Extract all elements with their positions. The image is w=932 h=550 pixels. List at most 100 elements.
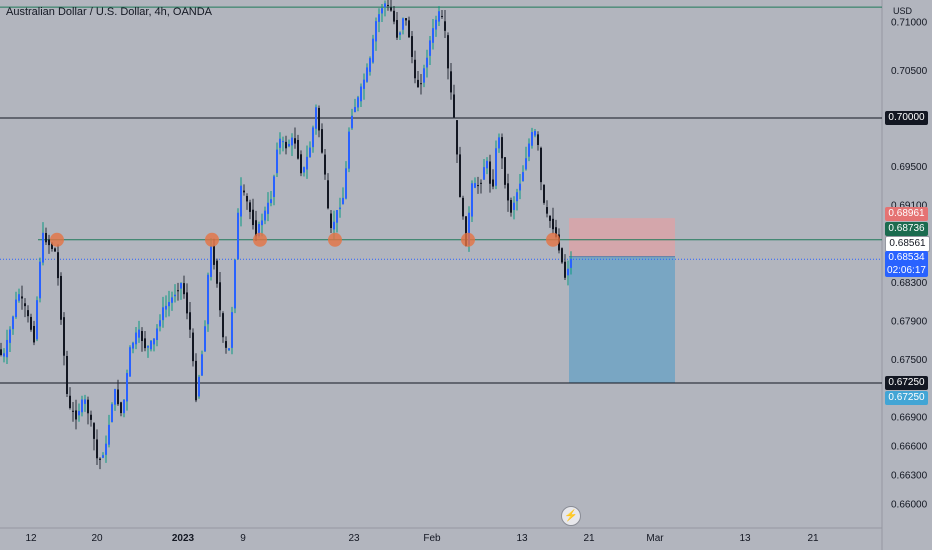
candle-body <box>414 59 416 79</box>
candle-body <box>243 190 245 193</box>
candle-body <box>189 312 191 330</box>
candle-body <box>90 414 92 420</box>
candle-body <box>165 305 167 310</box>
price-badge: 0.67250 <box>885 376 928 390</box>
candle-body <box>39 261 41 299</box>
candle-body <box>273 176 275 198</box>
candle-body <box>285 141 287 149</box>
candle-body <box>381 8 383 14</box>
candle-body <box>111 404 113 423</box>
candle-body <box>96 439 98 459</box>
stop-loss-zone[interactable] <box>569 218 675 257</box>
candle-body <box>387 4 389 6</box>
candle-body <box>555 227 557 237</box>
candle-body <box>219 282 221 311</box>
candle-body <box>87 399 89 414</box>
price-badge-value: 0.68534 <box>888 252 925 263</box>
candle-body <box>468 212 470 245</box>
candle-body <box>240 185 242 217</box>
candle-body <box>75 410 77 420</box>
candle-body <box>477 185 479 187</box>
candle-body <box>564 261 566 278</box>
candle-body <box>276 149 278 174</box>
candle-body <box>222 313 224 338</box>
lightning-icon[interactable]: ⚡ <box>561 506 581 526</box>
candle-body <box>282 141 284 143</box>
candle-body <box>330 213 332 229</box>
candle-body <box>57 252 59 279</box>
support-touch-marker[interactable] <box>328 232 342 247</box>
candle-body <box>546 207 548 214</box>
price-badge: 0.68561 <box>885 236 930 252</box>
candle-body <box>252 209 254 226</box>
x-tick-label: 20 <box>91 533 103 544</box>
candle-body <box>81 399 83 413</box>
candle-body <box>120 402 122 414</box>
candle-body <box>21 296 23 299</box>
candle-body <box>567 268 569 276</box>
candle-body <box>504 157 506 185</box>
candle-body <box>309 147 311 158</box>
candle-body <box>333 221 335 230</box>
candle-body <box>147 346 149 348</box>
support-touch-marker[interactable] <box>461 232 475 247</box>
candle-body <box>321 129 323 153</box>
candle-body <box>531 132 533 146</box>
candle-body <box>411 36 413 57</box>
candle-body <box>360 86 362 102</box>
support-touch-marker[interactable] <box>546 232 560 247</box>
candle-body <box>210 246 212 277</box>
candle-body <box>375 21 377 42</box>
candle-body <box>228 348 230 351</box>
candle-body <box>33 325 35 343</box>
support-touch-marker[interactable] <box>253 232 267 247</box>
candle-body <box>345 168 347 199</box>
candle-body <box>516 192 518 202</box>
candle-body <box>231 312 233 348</box>
candle-body <box>63 317 65 356</box>
support-touch-marker[interactable] <box>50 232 64 247</box>
take-profit-zone[interactable] <box>569 256 675 383</box>
candle-body <box>417 79 419 88</box>
candle-body <box>279 138 281 148</box>
candle-body <box>357 97 359 108</box>
candle-body <box>207 274 209 325</box>
x-tick-label: Feb <box>423 533 441 544</box>
candle-body <box>129 347 131 377</box>
price-badge-value: 0.68961 <box>888 208 925 219</box>
candle-body <box>102 455 104 458</box>
candle-body <box>327 180 329 209</box>
support-touch-marker[interactable] <box>205 232 219 247</box>
y-tick-label: 0.67900 <box>891 316 928 327</box>
candle-body <box>171 297 173 303</box>
y-tick-label: 0.66300 <box>891 471 928 482</box>
candle-body <box>156 328 158 340</box>
candle-body <box>324 154 326 175</box>
candle-body <box>423 68 425 83</box>
candle-body <box>144 338 146 349</box>
candle-body <box>216 260 218 284</box>
candle-body <box>348 131 350 169</box>
candle-body <box>519 183 521 191</box>
candle-body <box>306 156 308 170</box>
candle-body <box>195 360 197 401</box>
candle-body <box>549 215 551 221</box>
candle-body <box>93 423 95 439</box>
candle-body <box>540 147 542 183</box>
candle-body <box>234 260 236 309</box>
x-tick-label: 23 <box>348 533 360 544</box>
y-tick-label: 0.66600 <box>891 442 928 453</box>
candle-body <box>405 18 407 21</box>
candle-body <box>135 332 137 345</box>
candle-body <box>225 341 227 348</box>
candle-body <box>69 395 71 408</box>
candle-body <box>402 18 404 30</box>
candle-body <box>489 161 491 184</box>
y-tick-label: 0.69500 <box>891 162 928 173</box>
candle-body <box>456 120 458 155</box>
candle-body <box>543 184 545 203</box>
candle-body <box>249 202 251 212</box>
candle-body <box>72 410 74 412</box>
candle-body <box>237 212 239 260</box>
